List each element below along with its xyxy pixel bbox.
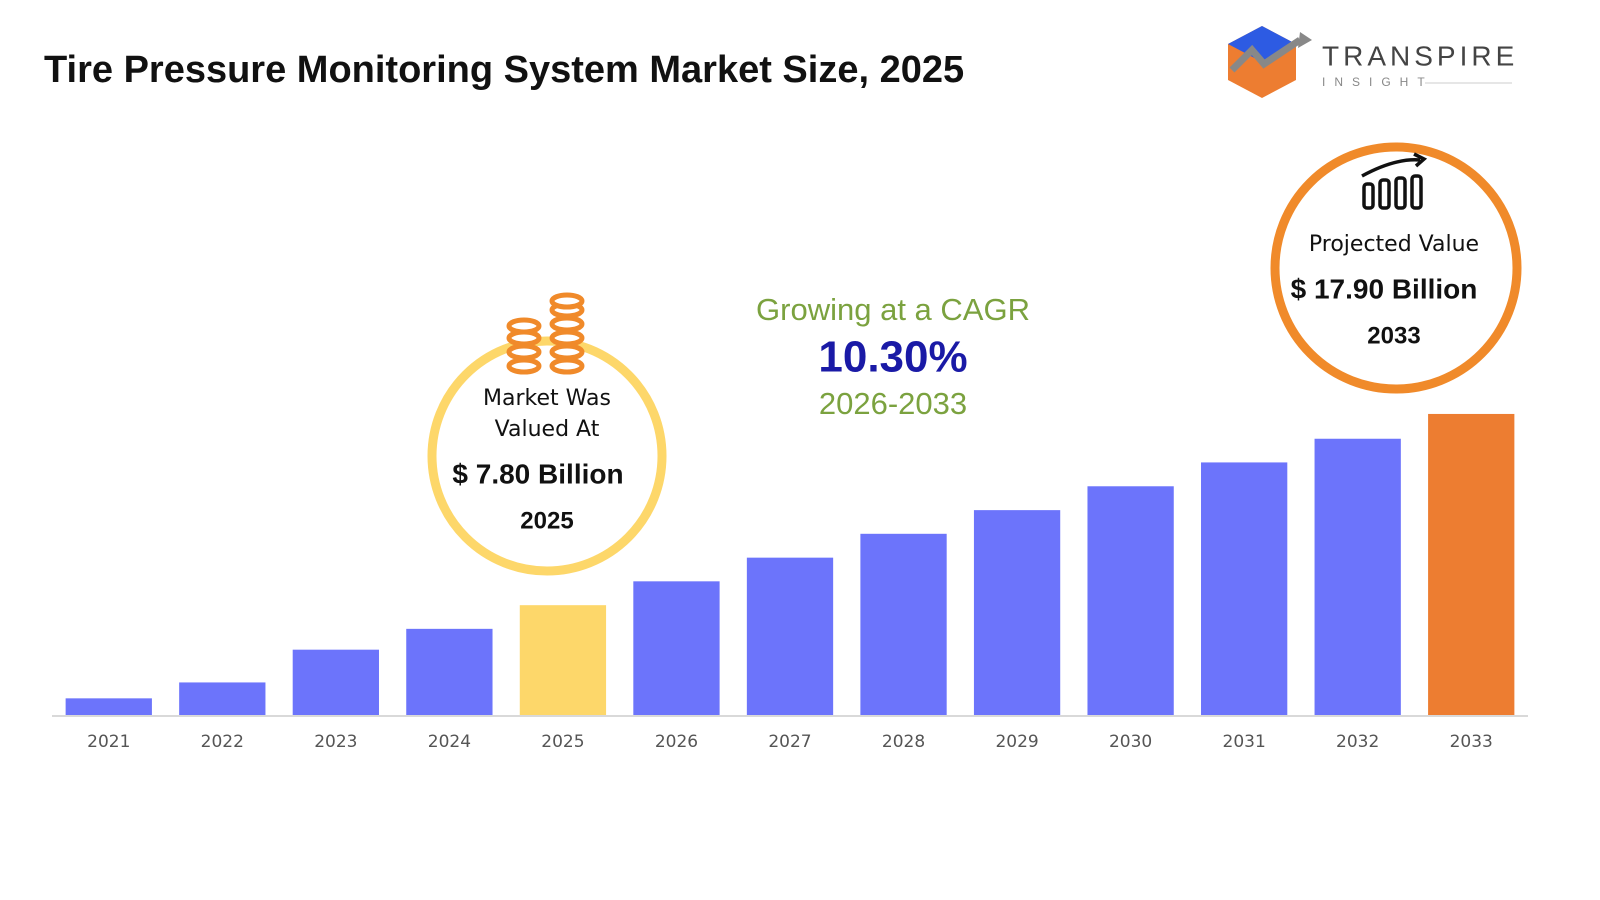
bar	[1428, 413, 1515, 715]
x-tick-label: 2024	[428, 732, 471, 752]
x-tick-label: 2027	[768, 732, 811, 752]
bar	[633, 581, 720, 715]
x-tick-label: 2025	[541, 732, 584, 752]
logo-icon	[1228, 26, 1312, 98]
bar	[65, 698, 152, 715]
chart-title: Tire Pressure Monitoring System Market S…	[44, 49, 964, 91]
x-tick-label: 2029	[995, 732, 1038, 752]
callout-ring	[1270, 142, 1522, 394]
coins-icon	[506, 292, 585, 375]
callout-label: Market Was	[483, 386, 611, 411]
bar	[1201, 462, 1288, 715]
callout-ring	[427, 336, 667, 576]
x-tick-label: 2031	[1223, 732, 1266, 752]
callout-year: 2025	[520, 507, 573, 534]
x-tick-label: 2032	[1336, 732, 1379, 752]
callout-label: Projected Value	[1309, 232, 1479, 257]
bar	[973, 510, 1061, 715]
cagr-label: Growing at a CAGR	[756, 292, 1030, 327]
bar	[519, 605, 607, 715]
bar	[406, 628, 493, 715]
x-tick-label: 2022	[201, 732, 244, 752]
callout-year: 2033	[1367, 322, 1420, 349]
callout-value: $ 17.90 Billion	[1291, 273, 1478, 304]
cagr-value: 10.30%	[818, 333, 967, 382]
growth-icon	[1361, 152, 1428, 210]
logo-tagline: INSIGHT	[1322, 75, 1434, 89]
bar	[746, 557, 834, 715]
bar	[860, 533, 947, 715]
bar	[1314, 438, 1401, 715]
callout-label: Valued At	[495, 417, 600, 442]
x-tick-label: 2028	[882, 732, 925, 752]
logo-name: TRANSPIRE	[1322, 40, 1518, 71]
x-tick-label: 2026	[655, 732, 698, 752]
bar	[292, 649, 379, 715]
cagr-period: 2026-2033	[819, 386, 967, 421]
x-tick-label: 2021	[87, 732, 130, 752]
bar	[179, 682, 266, 715]
x-tick-label: 2030	[1109, 732, 1152, 752]
bar	[1087, 486, 1174, 715]
callout-value: $ 7.80 Billion	[452, 458, 623, 489]
x-tick-label: 2033	[1450, 732, 1493, 752]
x-tick-label: 2023	[314, 732, 357, 752]
